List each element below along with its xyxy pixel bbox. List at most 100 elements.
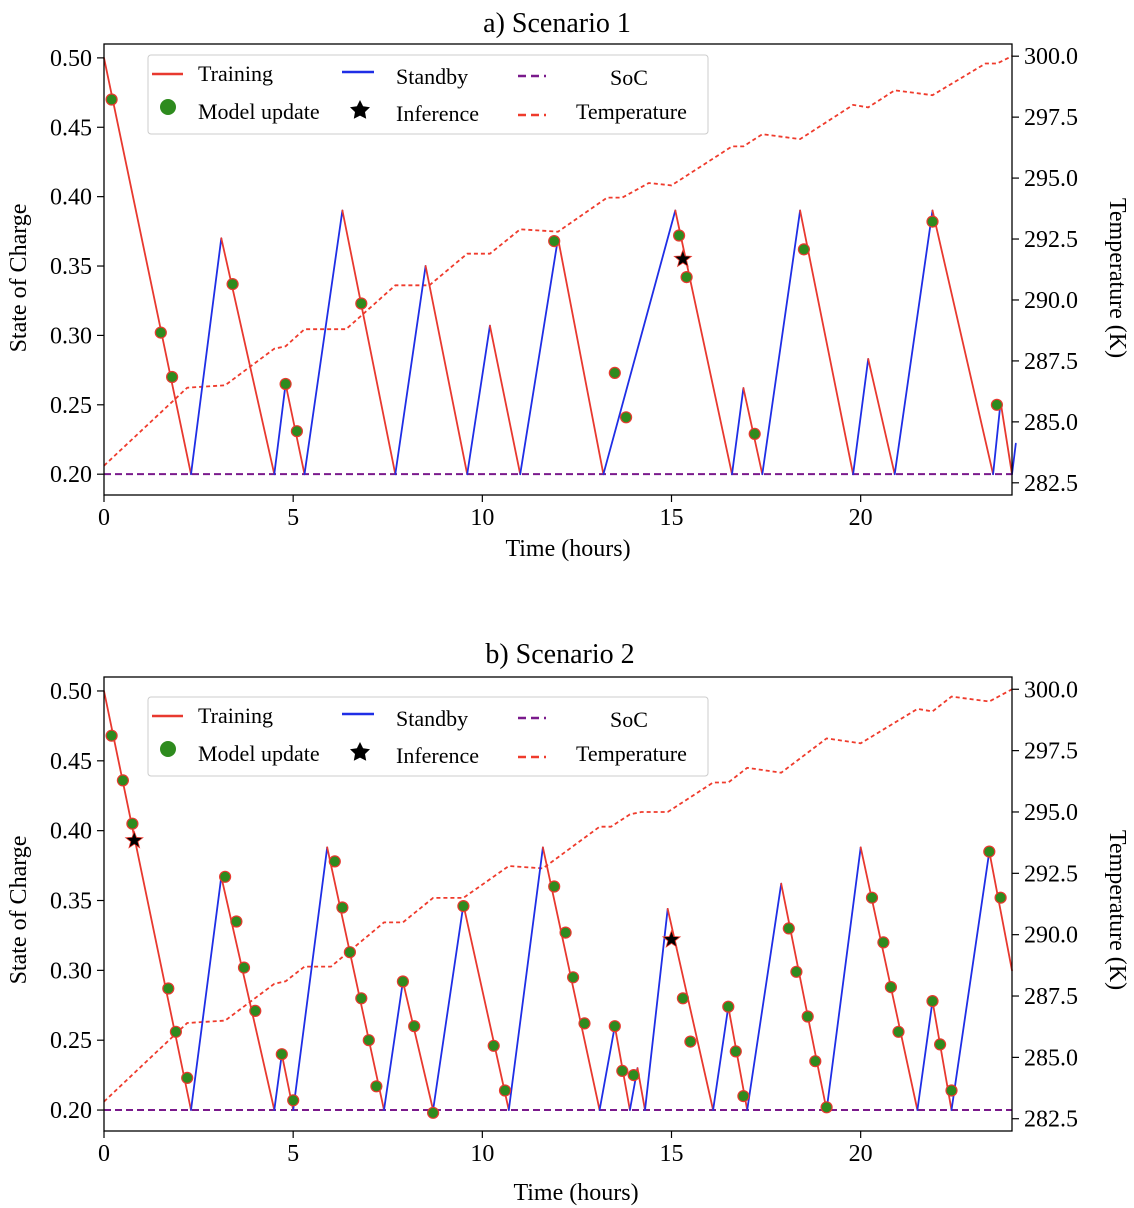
model-update-point xyxy=(608,1020,621,1033)
legend-model-update-label: Model update xyxy=(198,741,320,766)
model-update-point xyxy=(737,1089,750,1103)
model-update-point xyxy=(578,1017,591,1030)
standby-segment xyxy=(731,387,745,476)
standby-segment xyxy=(992,401,1002,476)
legend-standby-label: Standby xyxy=(396,64,468,89)
training-segment xyxy=(557,237,605,476)
y2-tick-label: 287.5 xyxy=(1024,984,1078,1010)
model-update-point xyxy=(877,936,890,949)
legend-inference-star-icon xyxy=(350,100,370,119)
y2-tick-label: 295.0 xyxy=(1024,800,1078,826)
training-segment xyxy=(488,324,522,476)
model-update-point xyxy=(672,229,686,242)
model-update-point xyxy=(181,1071,194,1085)
training-segment xyxy=(103,690,192,1111)
y2-tick-label: 285.0 xyxy=(1024,410,1078,436)
x-tick-label: 0 xyxy=(98,505,110,531)
model-update-point xyxy=(790,965,803,978)
y2-tick-label: 297.5 xyxy=(1024,739,1078,765)
chart-title: b) Scenario 2 xyxy=(485,639,634,670)
standby-segment xyxy=(507,846,544,1111)
model-update-point xyxy=(279,377,292,391)
model-update-point xyxy=(226,278,239,291)
model-update-point xyxy=(801,1010,814,1023)
legend-standby-label: Standby xyxy=(396,706,468,731)
model-update-point xyxy=(116,774,130,787)
training-segment xyxy=(799,209,854,476)
standby-segment xyxy=(273,1053,283,1111)
axes-frame xyxy=(103,676,1013,1132)
y2-tick-label: 282.5 xyxy=(1024,471,1078,497)
training-segment xyxy=(424,265,469,476)
training-segment xyxy=(867,358,896,476)
model-update-point xyxy=(287,1094,300,1107)
y2-axis-label: Temperature (K) xyxy=(1104,830,1130,990)
x-tick-label: 0 xyxy=(98,1141,110,1167)
model-update-point xyxy=(336,901,349,914)
panel-scenario-1: a) Scenario 1 Time (hours) State of Char… xyxy=(6,8,1130,562)
legend-model-update-swatch xyxy=(160,99,176,115)
standby-segment xyxy=(598,1025,616,1111)
standby-segment xyxy=(916,1000,934,1111)
legend-soc-label: SoC xyxy=(610,65,648,90)
model-update-point xyxy=(619,411,633,424)
y2-axis-label: Temperature (K) xyxy=(1104,198,1130,358)
standby-segment xyxy=(303,209,344,476)
model-update-point xyxy=(684,1035,697,1048)
standby-segment xyxy=(292,846,329,1111)
y-axis-label: State of Charge xyxy=(6,836,32,985)
legend-model-update-label: Model update xyxy=(198,99,320,124)
y-tick-label: 0.25 xyxy=(50,1028,92,1054)
standby-segment xyxy=(893,209,934,476)
standby-segment xyxy=(519,237,559,476)
y-tick-label: 0.20 xyxy=(50,462,92,488)
model-update-point xyxy=(865,891,879,904)
training-segment xyxy=(988,850,1013,972)
x-tick-label: 15 xyxy=(660,1141,684,1167)
model-update-point xyxy=(933,1038,947,1051)
legend-inference-star-icon xyxy=(350,742,370,761)
standby-segment xyxy=(852,358,870,476)
x-tick-label: 5 xyxy=(287,1141,299,1167)
y-axis-label: State of Charge xyxy=(6,204,32,353)
training-segment xyxy=(401,980,435,1111)
model-update-point xyxy=(355,297,368,310)
temperature-line xyxy=(103,688,1013,1103)
model-update-point xyxy=(126,817,139,830)
y-tick-label: 0.40 xyxy=(50,819,92,845)
y2-tick-label: 282.5 xyxy=(1024,1107,1078,1133)
standby-segment xyxy=(950,850,991,1111)
y2-tick-label: 287.5 xyxy=(1024,349,1078,375)
x-axis-label: Time (hours) xyxy=(513,1180,638,1206)
y2-tick-label: 295.0 xyxy=(1024,166,1078,192)
training-segment xyxy=(341,209,397,476)
legend-model-update-swatch xyxy=(160,741,176,757)
y-tick-label: 0.45 xyxy=(50,749,92,775)
model-update-point xyxy=(162,982,175,995)
temperature-line xyxy=(103,55,1013,467)
standby-segment xyxy=(712,1005,730,1111)
chart-title: a) Scenario 1 xyxy=(483,8,631,39)
standby-segment xyxy=(383,980,404,1111)
legend-inference-label: Inference xyxy=(396,743,479,768)
model-update-point xyxy=(370,1080,383,1093)
model-update-point xyxy=(983,845,996,858)
y-tick-label: 0.25 xyxy=(50,393,92,419)
model-update-point xyxy=(457,899,470,913)
model-update-point xyxy=(608,366,621,379)
x-tick-label: 15 xyxy=(660,505,684,531)
inference-star xyxy=(124,830,144,849)
standby-segment xyxy=(746,882,783,1111)
model-update-point xyxy=(809,1055,822,1068)
standby-segment xyxy=(761,209,801,476)
training-segment xyxy=(999,401,1013,476)
ticks: 0 5 10 15 20 0.20 0.25 0.30 0.35 0.40 0.45 0.50 282.… xyxy=(50,44,1078,531)
model-update-point xyxy=(945,1084,958,1097)
y-tick-label: 0.40 xyxy=(50,185,92,211)
model-update-point xyxy=(926,994,939,1008)
y2-tick-label: 300.0 xyxy=(1024,677,1078,703)
model-update-point xyxy=(237,961,251,974)
y-tick-label: 0.35 xyxy=(50,889,92,915)
model-update-point xyxy=(275,1048,288,1061)
x-tick-label: 10 xyxy=(470,505,494,531)
